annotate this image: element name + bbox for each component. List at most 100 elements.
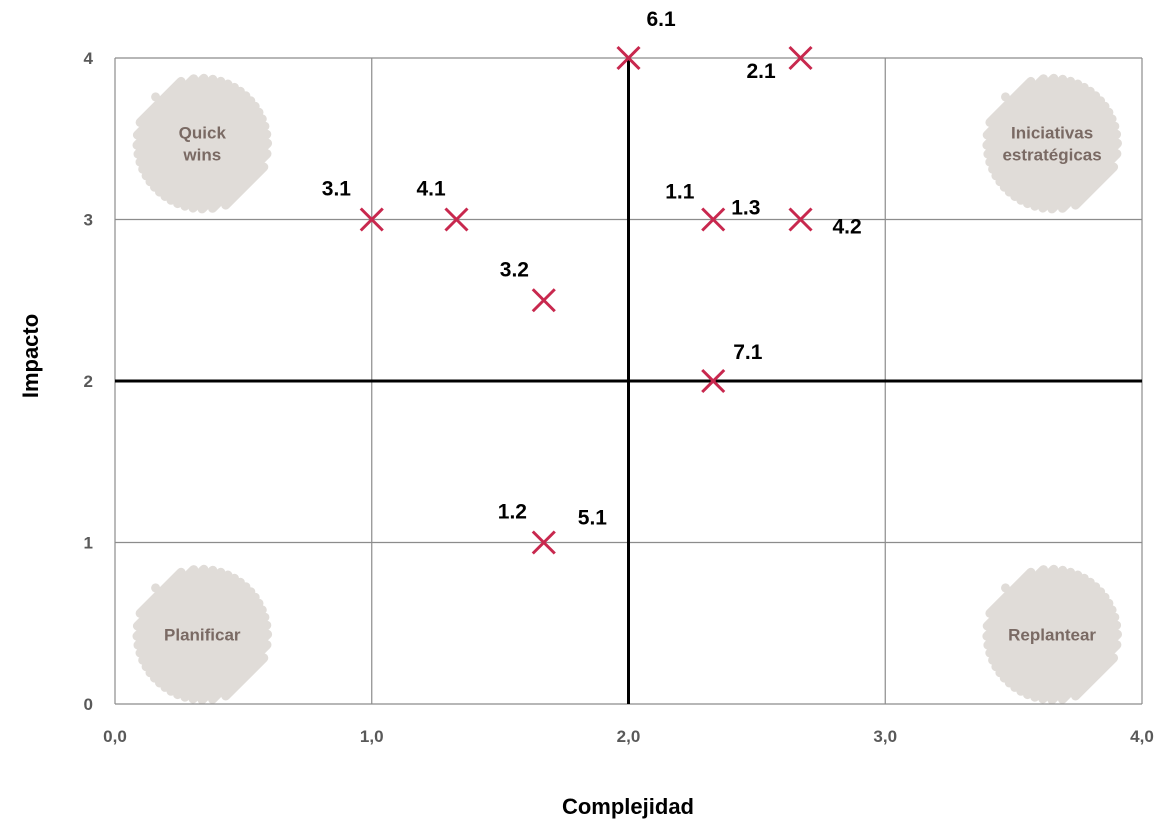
- scribble-stroke: [141, 82, 239, 181]
- scribble-stroke: [1016, 598, 1114, 696]
- x-axis-title: Complejidad: [562, 794, 694, 819]
- scribble-stroke: [988, 79, 1083, 174]
- marker-stroke: [444, 207, 469, 232]
- scribble-stroke: [150, 91, 251, 192]
- scribble-stroke: [1016, 107, 1114, 205]
- scribble-stroke: [1023, 114, 1117, 209]
- scribble-stroke: [135, 567, 226, 658]
- quadrant-label: wins: [182, 146, 221, 165]
- scribble-stroke: [1057, 149, 1122, 213]
- x-tick-label: 4,0: [1130, 727, 1154, 746]
- scribble-stroke: [166, 107, 264, 205]
- quadrant-layer: Quick wins Iniciativas estratégicas Planific…: [132, 73, 1122, 705]
- marker-stroke: [788, 45, 813, 71]
- x-tick-label: 3,0: [873, 727, 897, 746]
- scribble-stroke: [160, 101, 260, 201]
- scribble-stroke: [991, 82, 1089, 181]
- scribble-stroke: [208, 149, 272, 213]
- point-label: 6.1: [647, 8, 677, 31]
- x-tick-label: 2,0: [617, 727, 641, 746]
- point-label: 3.1: [322, 178, 352, 201]
- quadrant-replantear: Replantear: [982, 564, 1122, 705]
- quadrant-iniciativas-estrategicas: Iniciativas estratégicas: [982, 73, 1122, 214]
- scribble-stroke: [1057, 640, 1122, 704]
- scribble-stroke: [160, 592, 260, 692]
- quadrant-blob: [982, 73, 1122, 214]
- scribble-stroke: [982, 73, 1059, 150]
- scribble-stroke: [188, 129, 272, 213]
- scribble-stroke: [985, 76, 1036, 127]
- data-point-marker: [701, 207, 726, 232]
- scribble-stroke: [197, 629, 273, 705]
- scribble-stroke: [135, 567, 186, 618]
- scribble-stroke: [1071, 162, 1119, 210]
- scribble-stroke: [145, 577, 245, 678]
- divider-layer: [115, 58, 1142, 704]
- quadrant-blob: [132, 564, 273, 705]
- scribble-stroke: [133, 565, 218, 650]
- quadrant-label: estratégicas: [1002, 146, 1101, 165]
- point-label-layer: 6.1 2.1 3.1 4.1 1.1 1.3 4.2 3.2 7.1 1.2 5.1: [322, 8, 862, 530]
- scribble-stroke: [145, 86, 245, 187]
- scribble-stroke: [1023, 605, 1117, 700]
- scribble-stroke: [132, 565, 199, 631]
- tick-layer: 0,0 1,0 2,0 3,0 4,0 0 1 2 3 4: [84, 49, 1154, 746]
- quadrant-planificar: Planificar: [132, 564, 273, 705]
- quadrant-blob: [132, 73, 273, 214]
- scribble-stroke: [991, 573, 1089, 672]
- scribble-stroke: [983, 565, 1068, 650]
- point-label: 4.2: [833, 216, 862, 239]
- y-tick-label: 3: [84, 211, 93, 230]
- data-point-marker: [531, 288, 556, 313]
- point-label: 1.3: [731, 197, 760, 220]
- data-point-marker: [616, 45, 641, 71]
- scribble-stroke: [985, 567, 1036, 618]
- marker-stroke: [788, 207, 813, 232]
- marker-stroke: [359, 207, 384, 232]
- scribble-stroke: [138, 570, 233, 665]
- scribble-stroke: [995, 577, 1095, 678]
- scribble-stroke: [155, 587, 256, 688]
- scribble-stroke: [982, 564, 1059, 641]
- y-tick-label: 2: [84, 372, 93, 391]
- scribble-stroke: [221, 653, 269, 701]
- scribble-stroke: [1047, 629, 1122, 705]
- scribble-stroke: [1047, 138, 1122, 214]
- scribble-stroke: [132, 564, 209, 641]
- quadrant-label: Replantear: [1008, 626, 1096, 645]
- point-label: 5.1: [578, 507, 608, 530]
- scribble-stroke: [1030, 121, 1120, 211]
- scribble-stroke: [135, 76, 226, 167]
- scribble-stroke: [1004, 96, 1106, 197]
- scribble-stroke: [180, 612, 270, 702]
- scribble-stroke: [1010, 101, 1110, 201]
- scribble-stroke: [180, 121, 270, 211]
- scribble-stroke: [173, 605, 267, 700]
- scribble-stroke: [141, 573, 239, 672]
- scribble-stroke: [983, 74, 1068, 159]
- scribble-stroke: [135, 76, 186, 127]
- scribble-stroke: [221, 162, 269, 210]
- scribble-stroke: [999, 582, 1101, 683]
- point-label: 2.1: [747, 60, 777, 83]
- scribble-stroke: [1004, 587, 1106, 688]
- data-point-marker: [359, 207, 384, 232]
- scribble-stroke: [1038, 620, 1122, 704]
- scribble-stroke: [1071, 653, 1119, 701]
- scribble-stroke: [208, 640, 272, 704]
- quadrant-label: Quick: [179, 124, 227, 143]
- scribble-stroke: [166, 598, 264, 696]
- point-label: 1.2: [498, 501, 527, 524]
- scribble-stroke: [985, 76, 1076, 167]
- point-label: 3.2: [500, 258, 529, 281]
- scribble-stroke: [132, 74, 199, 140]
- y-tick-label: 4: [84, 49, 94, 68]
- scribble-stroke: [197, 138, 273, 214]
- marker-stroke: [616, 45, 641, 71]
- scribble-stroke: [1038, 129, 1122, 213]
- scribble-stroke: [155, 96, 256, 197]
- scribble-stroke: [188, 620, 272, 704]
- points-layer: [359, 45, 813, 555]
- quadrant-quick-wins: Quick wins: [132, 73, 273, 214]
